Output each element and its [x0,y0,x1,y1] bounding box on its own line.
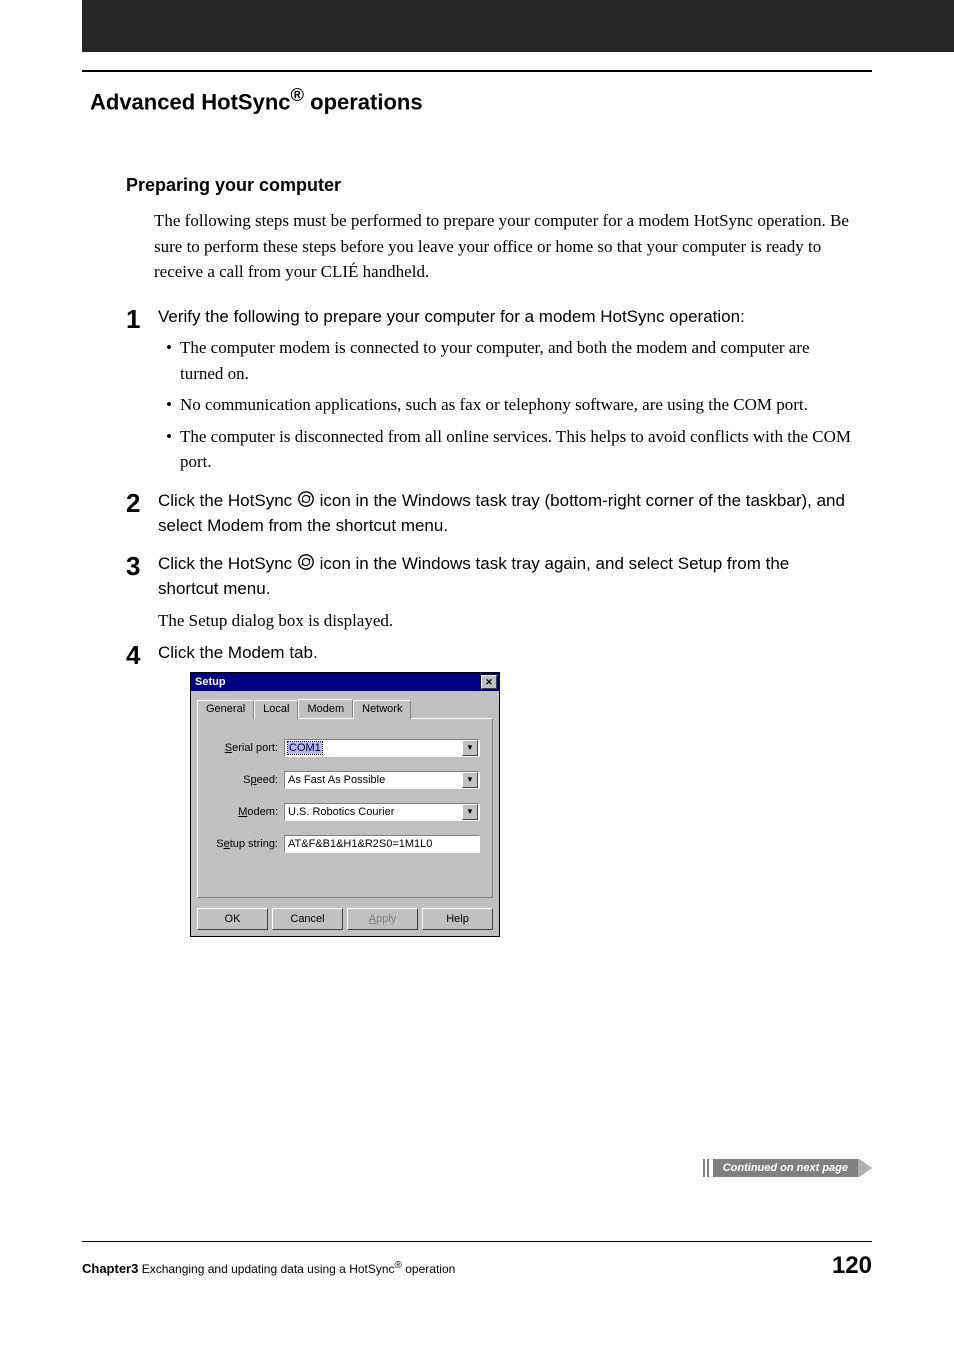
step-number: 2 [126,489,158,544]
step-4: 4 Click the Modem tab. Setup ✕ General L… [126,641,854,937]
serial-port-select[interactable]: COM1 ▼ [284,739,480,757]
tab-panel: Serial port: COM1 ▼ Speed: As Fast As Pos… [197,718,493,898]
chevron-down-icon: ▼ [462,804,478,820]
chapter-label: Chapter3 [82,1261,138,1276]
step-title: Click the HotSync icon in the Windows ta… [158,552,854,601]
bullet-text: The computer is disconnected from all on… [180,424,854,475]
field-label: Modem: [210,806,284,818]
step-note: The Setup dialog box is displayed. [158,608,854,634]
field-modem: Modem: U.S. Robotics Courier ▼ [210,803,480,821]
chevron-down-icon: ▼ [462,740,478,756]
step-body: Click the HotSync icon in the Windows ta… [158,552,854,633]
section-heading: Preparing your computer [126,175,854,196]
hotsync-icon [297,553,315,571]
page-title-pre: Advanced HotSync [90,89,291,114]
footer-chapter: Chapter3 Exchanging and updating data us… [82,1260,455,1276]
hotsync-icon [297,490,315,508]
bullet-text: No communication applications, such as f… [180,392,808,418]
step-title: Click the Modem tab. [158,641,854,666]
tab-network[interactable]: Network [353,700,411,719]
field-label: Serial port: [210,742,284,754]
continued-badge: Continued on next page [703,1158,872,1178]
tab-row: General Local Modem Network [197,699,493,718]
step-body: Click the HotSync icon in the Windows ta… [158,489,854,544]
chevron-down-icon: ▼ [462,772,478,788]
bullet-dot: • [166,424,180,475]
chapter-text-2: operation [402,1262,455,1276]
step-2: 2 Click the HotSync icon in the Windows … [126,489,854,544]
setup-dialog: Setup ✕ General Local Modem Network Seri… [190,672,500,937]
page-footer: Chapter3 Exchanging and updating data us… [82,1241,872,1280]
step-number: 1 [126,305,158,481]
page-title: Advanced HotSync® operations [82,72,872,115]
step-body: Verify the following to prepare your com… [158,305,854,481]
dialog-titlebar: Setup ✕ [191,673,499,691]
step-title: Verify the following to prepare your com… [158,305,854,330]
continued-text: Continued on next page [713,1159,858,1177]
step-text-pre: Click the HotSync [158,554,297,573]
step-text-pre: Click the HotSync [158,491,297,510]
header-band: Advanced HotSync® operations [82,70,872,115]
tab-general[interactable]: General [197,700,254,719]
bullet-item: •The computer is disconnected from all o… [166,424,854,475]
reg-mark: ® [395,1260,402,1271]
step-body: Click the Modem tab. Setup ✕ General Loc… [158,641,854,937]
intro-paragraph: The following steps must be performed to… [154,208,854,285]
help-button[interactable]: Help [422,908,493,930]
select-value: U.S. Robotics Courier [288,806,394,818]
bullet-dot: • [166,335,180,386]
header-top-bar [82,0,954,52]
close-icon[interactable]: ✕ [481,675,497,689]
step-3: 3 Click the HotSync icon in the Windows … [126,552,854,633]
content-area: Preparing your computer The following st… [126,175,854,936]
step-number: 4 [126,641,158,937]
tab-modem[interactable]: Modem [298,699,353,718]
bullet-text: The computer modem is connected to your … [180,335,854,386]
dialog-screenshot: Setup ✕ General Local Modem Network Seri… [190,672,854,937]
apply-button[interactable]: Apply [347,908,418,930]
field-speed: Speed: As Fast As Possible ▼ [210,771,480,789]
page-title-post: operations [304,89,423,114]
dialog-title: Setup [195,676,226,688]
dialog-button-row: OK Cancel Apply Help [191,904,499,936]
select-value: COM1 [288,742,322,754]
page-number: 120 [832,1252,872,1280]
cancel-button[interactable]: Cancel [272,908,343,930]
input-value: AT&F&B1&H1&R2S0=1M1L0 [288,838,432,850]
select-value: As Fast As Possible [288,774,385,786]
arrow-right-icon [858,1158,872,1178]
bullet-item: •The computer modem is connected to your… [166,335,854,386]
ok-button[interactable]: OK [197,908,268,930]
chapter-text: Exchanging and updating data using a Hot… [138,1262,394,1276]
field-serial-port: Serial port: COM1 ▼ [210,739,480,757]
step-title: Click the HotSync icon in the Windows ta… [158,489,854,538]
field-label: Setup string: [210,838,284,850]
page-title-reg: ® [291,84,305,105]
setup-string-input[interactable]: AT&F&B1&H1&R2S0=1M1L0 [284,835,480,853]
speed-select[interactable]: As Fast As Possible ▼ [284,771,480,789]
continued-bars-icon [703,1159,709,1177]
field-label: Speed: [210,774,284,786]
bullet-item: •No communication applications, such as … [166,392,854,418]
modem-select[interactable]: U.S. Robotics Courier ▼ [284,803,480,821]
bullet-dot: • [166,392,180,418]
tab-local[interactable]: Local [254,700,298,719]
field-setup-string: Setup string: AT&F&B1&H1&R2S0=1M1L0 [210,835,480,853]
step-number: 3 [126,552,158,633]
step-1: 1 Verify the following to prepare your c… [126,305,854,481]
